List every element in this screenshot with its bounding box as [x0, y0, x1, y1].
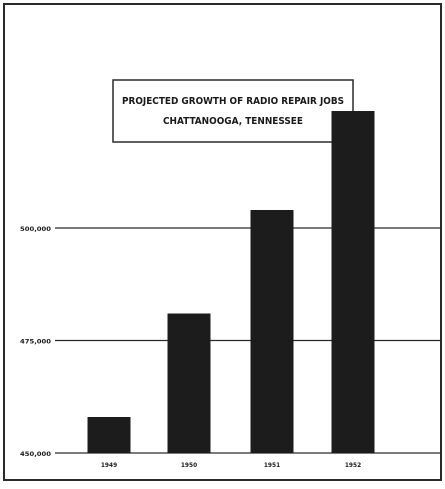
bar-1950: [167, 313, 211, 453]
y-tick-labels: 450,000 475,000 500,000: [20, 225, 51, 458]
x-tick-label-1951: 1951: [264, 461, 280, 469]
y-tick-label-2: 500,000: [20, 225, 51, 233]
x-tick-label-1950: 1950: [181, 461, 197, 469]
bars: [87, 111, 375, 453]
x-tick-label-1949: 1949: [101, 461, 117, 469]
y-tick-label-1: 475,000: [20, 338, 51, 346]
x-tick-label-1952: 1952: [345, 461, 361, 469]
x-tick-labels: 1949 1950 1951 1952: [101, 461, 361, 469]
bar-1952: [331, 111, 375, 453]
title-box: [112, 79, 354, 143]
chart-title: PROJECTED GROWTH OF RADIO REPAIR JOBS: [122, 96, 344, 107]
y-tick-label-0: 450,000: [20, 450, 51, 458]
chart-border: [3, 3, 442, 481]
bar-1951: [250, 210, 294, 453]
bar-1949: [87, 417, 131, 453]
chart-subtitle: CHATTANOOGA, TENNESSEE: [163, 116, 303, 127]
